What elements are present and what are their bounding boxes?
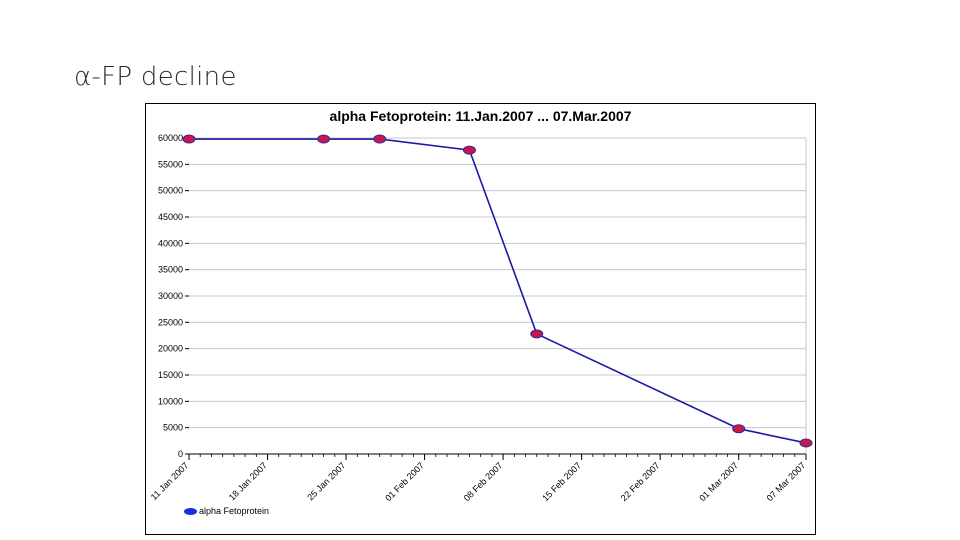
x-tick-label: 08 Feb 2007: [462, 460, 505, 503]
y-tick-label: 15000: [158, 370, 183, 380]
data-point: [530, 329, 544, 339]
data-point: [317, 134, 331, 144]
y-tick-label: 50000: [158, 186, 183, 196]
legend-swatch-icon: [184, 507, 197, 515]
legend-label: alpha Fetoprotein: [199, 506, 270, 516]
y-tick-label: 45000: [158, 212, 183, 222]
y-tick-label: 0: [178, 449, 183, 459]
chart-title: alpha Fetoprotein: 11.Jan.2007 ... 07.Ma…: [329, 108, 632, 124]
x-tick-label: 11 Jan 2007: [149, 460, 191, 502]
data-point: [373, 134, 387, 144]
y-tick-label: 25000: [158, 317, 183, 327]
y-tick-label: 60000: [158, 133, 183, 143]
data-point: [799, 438, 813, 448]
y-tick-label: 35000: [158, 265, 183, 275]
x-tick-label: 18 Jan 2007: [227, 460, 269, 502]
y-tick-label: 40000: [158, 238, 183, 248]
series-line: [189, 138, 807, 444]
x-tick-label: 15 Feb 2007: [540, 460, 583, 503]
line-chart: 0 5000 10000 15000 20000 25000 30000 35000 40000…: [149, 133, 813, 503]
x-tick-label: 07 Mar 2007: [765, 460, 808, 503]
legend: alpha Fetoprotein: [184, 506, 269, 516]
x-tick-label: 01 Feb 2007: [383, 460, 426, 503]
y-tick-label: 10000: [158, 396, 183, 406]
slide-title: α-FP decline: [74, 62, 237, 92]
y-tick-label: 20000: [158, 344, 183, 354]
data-point: [462, 145, 476, 155]
data-point: [732, 424, 746, 434]
y-tick-label: 55000: [158, 159, 183, 169]
y-tick-label: 30000: [158, 291, 183, 301]
x-tick-label: 25 Jan 2007: [305, 460, 347, 502]
chart-frame: alpha Fetoprotein: 11.Jan.2007 ... 07.Ma…: [145, 103, 816, 535]
y-tick-label: 5000: [163, 423, 183, 433]
x-tick-label: 01 Mar 2007: [697, 460, 740, 503]
data-point: [182, 134, 196, 144]
x-tick-label: 22 Feb 2007: [619, 460, 662, 503]
